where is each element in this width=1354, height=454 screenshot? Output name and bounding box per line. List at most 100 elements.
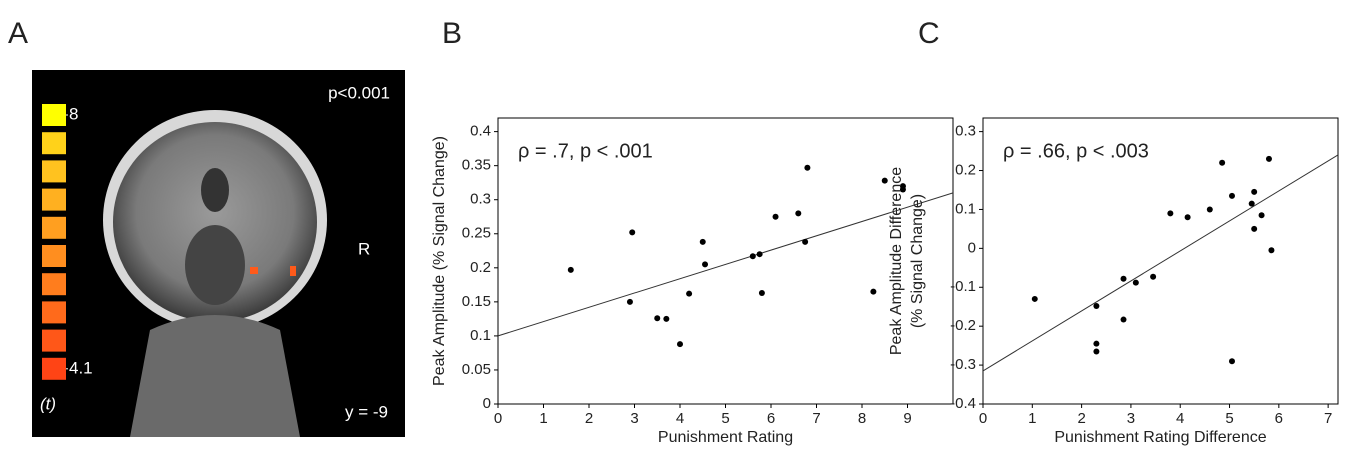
- colorbar-tick-label: 8: [69, 104, 78, 123]
- point: [772, 213, 779, 220]
- point: [567, 266, 574, 273]
- panel-letter: C: [918, 17, 940, 50]
- brain-panel: [32, 70, 405, 437]
- brainstem: [185, 225, 245, 305]
- point: [1150, 273, 1157, 280]
- plot-frame: [982, 117, 1339, 405]
- point: [1206, 206, 1213, 213]
- point: [1228, 192, 1235, 199]
- stat-annotation: ρ = .66, p < .003: [1003, 140, 1149, 162]
- y-axis-label: (% Signal Change): [909, 194, 926, 328]
- fit-line: [982, 154, 1339, 372]
- y-tick-label: 0.3: [955, 123, 976, 140]
- point: [870, 288, 877, 295]
- colorbar-tick-label: 4.1: [69, 358, 93, 377]
- point: [1120, 275, 1127, 282]
- point: [795, 210, 802, 217]
- colorbar-swatch: [42, 245, 66, 267]
- x-tick-label: 6: [1275, 410, 1283, 427]
- point: [899, 186, 906, 193]
- panel-letter: B: [442, 17, 462, 50]
- point: [626, 298, 633, 305]
- point: [1093, 340, 1100, 347]
- point: [629, 229, 636, 236]
- x-tick-label: 9: [903, 410, 911, 427]
- point: [1251, 188, 1258, 195]
- point: [1093, 348, 1100, 355]
- side-label: R: [358, 239, 370, 258]
- point: [1219, 159, 1226, 166]
- colorbar-swatch: [42, 329, 66, 352]
- colorbar-swatch: [42, 216, 66, 239]
- point: [749, 253, 756, 260]
- slice-label: y = -9: [345, 402, 388, 421]
- colorbar-swatch: [42, 132, 66, 155]
- y-axis-label: Peak Amplitude (% Signal Change): [431, 136, 448, 386]
- y-tick-label: 0.4: [470, 123, 491, 140]
- brain: [113, 122, 317, 322]
- point: [1248, 200, 1255, 207]
- x-tick-label: 4: [676, 410, 684, 427]
- y-tick-label: 0.2: [470, 259, 491, 276]
- y-tick-label: 0: [483, 395, 491, 412]
- y-tick-label: 0.1: [955, 200, 976, 217]
- y-tick-label: 0.25: [462, 225, 491, 242]
- activation: [290, 266, 296, 276]
- fit-line: [497, 192, 954, 337]
- point: [702, 261, 709, 268]
- y-tick-label: 0.1: [470, 327, 491, 344]
- point: [1251, 225, 1258, 232]
- threshold: p<0.001: [328, 83, 390, 102]
- point: [802, 238, 809, 245]
- ventricles: [201, 168, 229, 212]
- point: [1132, 279, 1139, 286]
- colorbar-swatch: [42, 301, 66, 324]
- x-tick-label: 0: [494, 410, 502, 427]
- x-tick-label: 2: [1077, 410, 1085, 427]
- colorbar-swatch: [42, 357, 66, 380]
- point: [1228, 358, 1235, 365]
- point: [1258, 212, 1265, 219]
- x-tick-label: 6: [767, 410, 775, 427]
- x-tick-label: 5: [1225, 410, 1233, 427]
- point: [1031, 295, 1038, 302]
- point: [1120, 316, 1127, 323]
- x-tick-label: 7: [1324, 410, 1332, 427]
- y-tick-label: 0.3: [470, 191, 491, 208]
- stat-annotation: ρ = .7, p < .001: [518, 140, 653, 162]
- point: [663, 315, 670, 322]
- x-tick-label: 8: [858, 410, 866, 427]
- point: [1265, 155, 1272, 162]
- point: [1167, 210, 1174, 217]
- point: [804, 164, 811, 171]
- point: [1184, 214, 1191, 221]
- x-tick-label: 4: [1176, 410, 1184, 427]
- point: [1268, 247, 1275, 254]
- y-tick-label: -0.2: [950, 317, 976, 334]
- x-axis-label: Punishment Rating Difference: [1054, 429, 1266, 446]
- y-tick-label: 0.2: [955, 161, 976, 178]
- activation: [250, 267, 258, 274]
- y-tick-label: 0.15: [462, 293, 491, 310]
- point: [677, 341, 683, 348]
- neck: [130, 315, 300, 437]
- y-tick-label: -0.1: [950, 278, 976, 295]
- x-axis-label: Punishment Rating: [658, 429, 793, 446]
- y-tick-label: -0.4: [950, 395, 976, 412]
- y-tick-label: 0.35: [462, 157, 491, 174]
- x-tick-label: 2: [585, 410, 593, 427]
- x-tick-label: 0: [979, 410, 987, 427]
- point: [881, 177, 888, 184]
- x-tick-label: 5: [721, 410, 729, 427]
- colorbar-swatch: [42, 273, 66, 296]
- x-tick-label: 3: [630, 410, 638, 427]
- colorbar-label: (t): [40, 394, 56, 413]
- colorbar-swatch: [42, 104, 66, 126]
- panel-letter: A: [8, 17, 28, 50]
- y-tick-label: 0.05: [462, 361, 491, 378]
- point: [756, 251, 763, 258]
- x-tick-label: 7: [812, 410, 820, 427]
- x-tick-label: 3: [1127, 410, 1135, 427]
- point: [1093, 302, 1100, 309]
